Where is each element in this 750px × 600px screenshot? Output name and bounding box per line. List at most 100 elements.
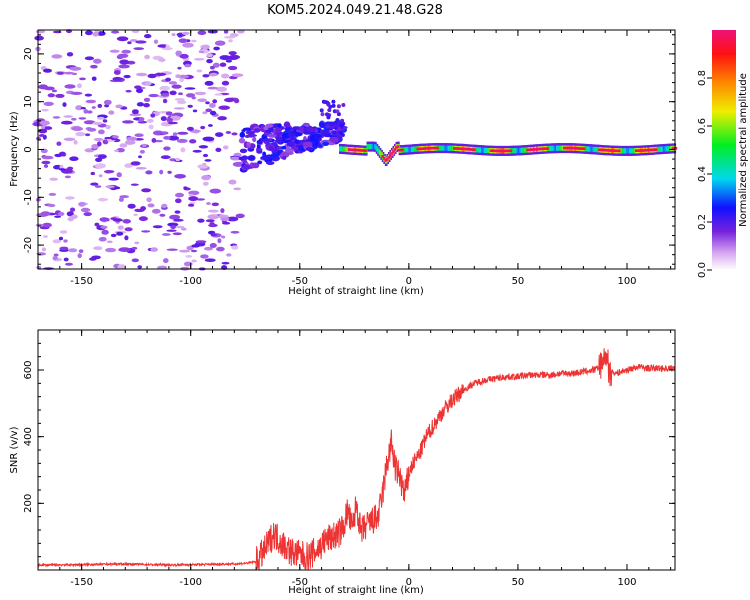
spectrogram-cell xyxy=(318,121,325,128)
spectrogram-cell xyxy=(353,148,357,152)
spectrogram-x-tick-label: 50 xyxy=(512,276,525,287)
spectrogram-cell xyxy=(457,147,461,150)
spectrogram-cell xyxy=(387,156,391,159)
spectrogram-cell xyxy=(75,105,83,111)
spectrogram-cell xyxy=(179,77,185,83)
spectrogram-cell xyxy=(520,147,524,153)
spectrogram-cell xyxy=(307,128,317,132)
spectrogram-cell xyxy=(206,59,213,64)
spectrogram-cell xyxy=(671,147,675,150)
spectrogram-cell xyxy=(479,147,483,153)
spectrogram-cell xyxy=(135,167,147,170)
spectrogram-cell xyxy=(347,148,351,151)
spectrogram-cell xyxy=(181,31,190,35)
spectrogram-cell xyxy=(266,161,275,165)
spectrogram-cell xyxy=(226,253,232,257)
spectrogram-cell xyxy=(546,147,549,150)
spectrogram-cell xyxy=(212,99,218,104)
spectrogram-cell xyxy=(183,186,188,189)
spectrogram-cell xyxy=(188,196,199,202)
spectrogram-cell xyxy=(127,203,136,209)
spectrogram-cell xyxy=(599,148,603,152)
spectrogram-cell xyxy=(262,138,270,142)
spectrogram-cell xyxy=(246,141,251,147)
spectrogram-cell xyxy=(425,147,429,150)
spectrogram-cell xyxy=(144,54,151,60)
spectrogram-cell xyxy=(469,148,473,151)
spectrogram-cell xyxy=(146,197,152,203)
spectrogram-cell xyxy=(98,154,107,160)
spectrogram-cell xyxy=(607,149,610,152)
spectrogram-cell xyxy=(361,149,365,152)
spectrogram-cell xyxy=(200,254,209,259)
spectrogram-cell xyxy=(34,35,44,41)
spectrogram-cell xyxy=(227,57,238,60)
spectrogram-cell xyxy=(205,101,210,105)
spectrogram-cell xyxy=(53,253,59,257)
spectrogram-cell xyxy=(200,44,210,50)
spectrogram-cell xyxy=(318,144,323,148)
spectrogram-cell xyxy=(119,143,128,148)
spectrogram-cell xyxy=(184,87,196,90)
spectrogram-cell xyxy=(131,258,139,263)
spectrogram-y-tick-label: 20 xyxy=(23,48,34,61)
spectrogram-cell xyxy=(174,210,181,214)
spectrogram-cell xyxy=(216,41,226,45)
spectrogram-cell xyxy=(77,253,82,259)
spectrogram-cell xyxy=(209,110,217,116)
spectrogram-cell xyxy=(114,149,119,153)
spectrogram-cell xyxy=(110,233,117,238)
spectrogram-cell xyxy=(184,63,192,68)
spectrogram-cell xyxy=(239,148,248,154)
spectrogram-cell xyxy=(52,116,61,119)
spectrogram-cell xyxy=(229,33,239,37)
spectrogram-cell xyxy=(165,77,172,82)
spectrogram-cell xyxy=(154,139,163,143)
spectrogram-cell xyxy=(644,149,647,152)
spectrogram-cell xyxy=(139,149,145,154)
spectrogram-cell xyxy=(163,136,171,140)
spectrogram-cell xyxy=(225,59,232,63)
spectrogram-cell xyxy=(47,203,56,208)
spectrogram-cell xyxy=(150,113,156,118)
spectrogram-cell xyxy=(310,134,316,141)
spectrogram-cell xyxy=(322,141,330,146)
spectrogram-cell xyxy=(125,89,132,93)
spectrogram-cell xyxy=(124,227,133,232)
spectrogram-cell xyxy=(41,155,54,160)
spectrogram-cell xyxy=(202,111,208,115)
spectrogram-cell xyxy=(205,219,215,223)
spectrogram-y-tick-label: 0 xyxy=(23,146,34,152)
spectrogram-x-tick-label: -100 xyxy=(179,276,202,287)
spectrogram-cell xyxy=(175,74,181,79)
spectrogram-cell xyxy=(118,247,131,253)
spectrogram-cell xyxy=(331,103,336,108)
spectrogram-cell xyxy=(48,192,57,196)
spectrogram-cell xyxy=(650,148,653,152)
spectrogram-cell xyxy=(325,112,329,117)
spectrogram-cell xyxy=(94,222,100,227)
spectrogram-cell xyxy=(228,179,237,185)
spectrogram-cell xyxy=(91,76,97,81)
spectrogram-cell xyxy=(305,147,314,151)
spectrogram-cell xyxy=(621,148,625,154)
spectrogram-cell xyxy=(167,170,172,174)
spectrogram-cell xyxy=(202,153,209,158)
spectrogram-cell xyxy=(428,147,432,150)
spectrogram-cell xyxy=(221,73,230,79)
spectrogram-cell xyxy=(143,97,151,102)
spectrogram-cell xyxy=(122,120,134,124)
spectrogram-cell xyxy=(114,186,121,190)
spectrogram-cell xyxy=(581,147,584,150)
spectrogram-cell xyxy=(208,124,213,127)
spectrogram-cell xyxy=(63,71,75,75)
spectrogram-cell xyxy=(43,235,48,238)
spectrogram-cell xyxy=(471,148,475,151)
spectrogram-cell xyxy=(419,147,423,151)
spectrogram-cell xyxy=(175,157,180,162)
spectrogram-cell xyxy=(176,138,188,143)
spectrogram-cell xyxy=(161,233,171,236)
spectrogram-cell xyxy=(292,126,302,130)
spectrogram-cell xyxy=(228,51,237,56)
